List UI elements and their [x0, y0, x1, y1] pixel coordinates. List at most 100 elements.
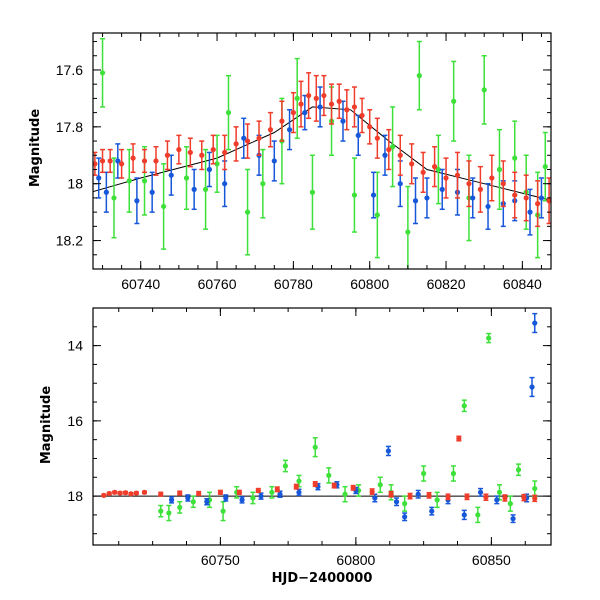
data-point — [485, 203, 491, 210]
data-point — [512, 192, 518, 198]
data-point — [149, 189, 155, 195]
data-point — [214, 161, 220, 167]
data-point — [532, 495, 538, 501]
data-point — [439, 186, 445, 192]
y-tick-label: 17.8 — [56, 119, 83, 135]
data-point — [279, 118, 285, 124]
data-point — [176, 146, 182, 153]
data-point — [293, 484, 299, 490]
data-point — [126, 178, 132, 184]
data-point — [164, 152, 171, 158]
data-point — [312, 444, 318, 450]
data-point — [340, 118, 346, 124]
data-point — [241, 135, 247, 141]
x-tick-label: 60850 — [472, 552, 511, 568]
data-point — [217, 489, 223, 495]
data-point — [450, 470, 457, 477]
data-point — [496, 489, 503, 495]
data-point — [443, 175, 449, 181]
data-point — [191, 186, 197, 192]
data-point — [507, 501, 513, 507]
data-point — [420, 169, 426, 175]
y-tick-label: 14 — [67, 338, 83, 354]
data-point — [388, 491, 394, 497]
data-point — [434, 497, 440, 503]
data-point — [412, 198, 419, 204]
data-point — [223, 495, 229, 501]
data-point — [161, 203, 167, 210]
data-point — [415, 491, 421, 497]
top-ylabel: Magnitude — [28, 109, 43, 188]
top-panel: 60740 60760 60780 60800 60820 60840 17.6 17.8 18… — [56, 32, 552, 292]
data-point — [222, 149, 228, 156]
data-point — [369, 488, 375, 495]
data-point — [502, 495, 508, 501]
data-point — [466, 181, 472, 187]
data-point — [405, 229, 411, 235]
data-point — [367, 124, 373, 130]
data-point — [296, 489, 302, 495]
data-point — [196, 490, 202, 497]
data-point — [112, 489, 118, 495]
data-point — [158, 491, 164, 497]
data-point — [220, 508, 226, 514]
data-point — [168, 172, 174, 178]
data-point — [141, 158, 148, 164]
data-point — [187, 149, 193, 156]
data-point — [317, 104, 323, 110]
data-point — [351, 192, 358, 198]
data-point — [424, 195, 430, 201]
series-blue — [96, 86, 545, 236]
data-point — [486, 335, 492, 341]
y-tick-label: 18 — [67, 488, 83, 504]
data-point — [416, 73, 422, 79]
series-blue — [168, 312, 538, 524]
data-point — [510, 516, 516, 522]
data-point — [290, 110, 296, 116]
data-point — [96, 175, 102, 181]
data-point — [445, 494, 451, 500]
x-tick-label: 60760 — [198, 276, 237, 292]
data-point — [101, 492, 107, 498]
data-point — [313, 95, 319, 101]
series-red — [101, 435, 538, 503]
data-point — [260, 181, 266, 187]
data-point — [222, 181, 228, 187]
data-point — [475, 512, 481, 518]
x-tick-label: 60780 — [274, 276, 313, 292]
data-point — [393, 499, 400, 505]
data-point — [451, 98, 457, 104]
data-point — [542, 164, 548, 170]
data-point — [298, 101, 304, 107]
data-point — [271, 158, 277, 164]
series-green — [158, 332, 538, 524]
data-point — [309, 189, 316, 195]
data-point — [166, 510, 172, 516]
data-point — [99, 70, 106, 76]
data-point — [93, 161, 98, 167]
data-point — [342, 491, 348, 497]
x-tick-label: 60800 — [336, 552, 375, 568]
data-point — [374, 135, 380, 141]
data-point — [529, 384, 535, 390]
data-point — [306, 92, 312, 99]
data-point — [477, 186, 483, 192]
plot-area — [93, 312, 551, 524]
bottom-ylabel: Magnitude — [39, 386, 54, 465]
data-point — [421, 470, 427, 477]
data-point — [527, 209, 533, 215]
data-point — [390, 144, 396, 150]
data-point — [134, 198, 140, 204]
x-tick-label: 60820 — [427, 276, 466, 292]
data-point — [210, 146, 216, 153]
x-tick-label: 60800 — [350, 276, 389, 292]
data-point — [107, 158, 113, 164]
data-point — [119, 161, 125, 167]
data-point — [477, 489, 484, 495]
data-point — [397, 181, 403, 187]
data-point — [256, 135, 262, 141]
bottom-panel: 60750 60800 60850 14 16 18 — [67, 307, 552, 568]
data-point — [269, 489, 275, 495]
data-point — [461, 512, 467, 518]
